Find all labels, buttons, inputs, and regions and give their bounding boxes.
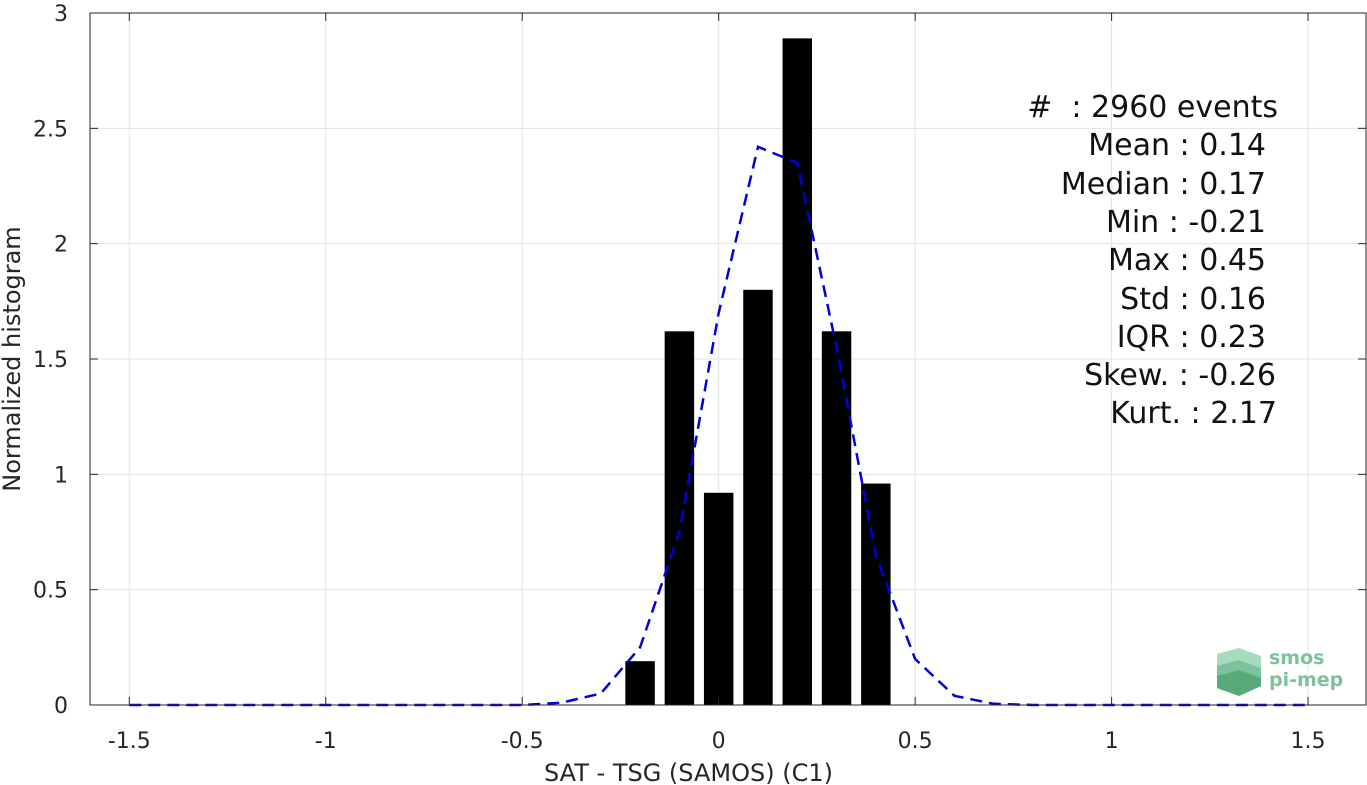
stat-line: Kurt. : 2.17 [1110,396,1277,432]
x-tick-label: 0.5 [898,729,933,754]
smos-pi-mep-logo: smos pi-mep [1213,644,1363,700]
histogram-bar [782,38,812,705]
y-tick-label: 1.5 [33,348,68,373]
histogram-bar [821,331,852,705]
x-axis-label: SAT - TSG (SAMOS) (C1) [544,759,833,785]
stat-line: IQR : 0.23 [1116,319,1266,355]
stat-line: Median : 0.17 [1060,166,1266,202]
stat-line: Min : -0.21 [1105,204,1266,240]
histogram-bar [664,331,695,705]
logo-line2: pi-mep [1269,669,1344,691]
y-tick-label: 2 [54,233,68,258]
logo-line1: smos [1269,647,1325,669]
y-tick-label: 3 [54,2,68,27]
histogram-bar [703,492,734,705]
x-tick-label: -0.5 [501,729,544,754]
y-axis-label: Normalized histogram [0,226,26,491]
histogram-bars [625,38,891,705]
x-tick-label: 1.5 [1291,729,1326,754]
histogram-bar [861,483,891,705]
y-tick-label: 0.5 [33,579,68,604]
y-tick-label: 1 [54,463,68,488]
x-axis-ticks: -1.5 -1 -0.5 0 0.5 1 1.5 [108,13,1326,754]
stat-line: Skew. : -0.26 [1084,358,1276,394]
x-tick-label: -1 [315,729,337,754]
logo-icon [1217,648,1261,696]
y-tick-label: 2.5 [33,117,68,142]
stat-line: Std : 0.16 [1120,281,1266,317]
y-tick-label: 0 [54,694,68,719]
x-tick-label: 0 [712,729,726,754]
stat-line: # : 2960 events [1027,90,1278,125]
x-tick-label: 1 [1105,729,1119,754]
histogram-bar [625,661,655,705]
stat-line: Mean : 0.14 [1088,128,1266,164]
histogram-bar [743,289,773,705]
y-axis-ticks: 0 0.5 1 1.5 2 2.5 3 [33,2,1366,719]
x-tick-label: -1.5 [108,729,151,754]
stat-line: Max : 0.45 [1108,243,1266,279]
